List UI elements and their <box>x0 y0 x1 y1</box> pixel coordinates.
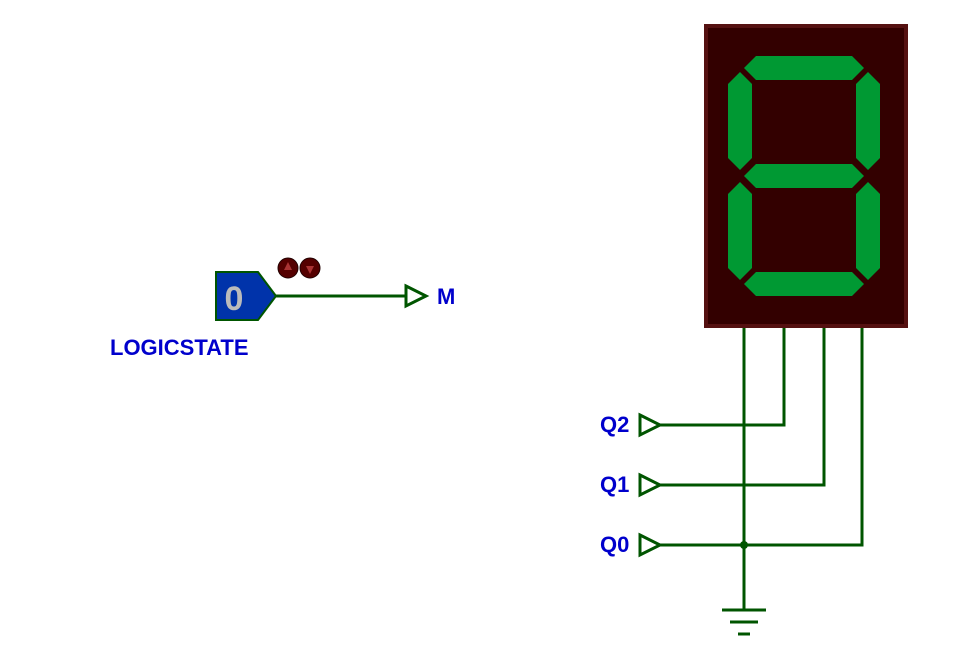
seg-b <box>856 72 880 170</box>
logicstate-buttons <box>278 258 320 278</box>
ground-symbol <box>722 610 766 634</box>
seg-d <box>744 272 864 296</box>
seg-e <box>728 182 752 280</box>
terminal-q1-label: Q1 <box>600 472 629 497</box>
terminal-q2-label: Q2 <box>600 412 629 437</box>
terminal-q0-icon <box>640 535 660 555</box>
terminal-m-icon <box>406 286 426 306</box>
terminal-q2-icon <box>640 415 660 435</box>
seg-c <box>856 182 880 280</box>
terminal-q0-label: Q0 <box>600 532 629 557</box>
logicstate-label: LOGICSTATE <box>110 335 249 360</box>
logicstate-value: 0 <box>225 280 244 318</box>
circuit-diagram: 0 LOGICSTATE M Q2 <box>0 0 960 659</box>
terminal-m-label: M <box>437 284 455 309</box>
wire-q1 <box>660 348 824 485</box>
seg-a <box>744 56 864 80</box>
wire-q0 <box>660 348 862 545</box>
logicstate-component[interactable]: 0 <box>216 272 276 320</box>
seven-segment-display <box>704 24 908 328</box>
terminal-q1-icon <box>640 475 660 495</box>
junction-q0-gnd <box>740 541 748 549</box>
seg-f <box>728 72 752 170</box>
seg-g <box>744 164 864 188</box>
wire-q2 <box>660 348 784 425</box>
